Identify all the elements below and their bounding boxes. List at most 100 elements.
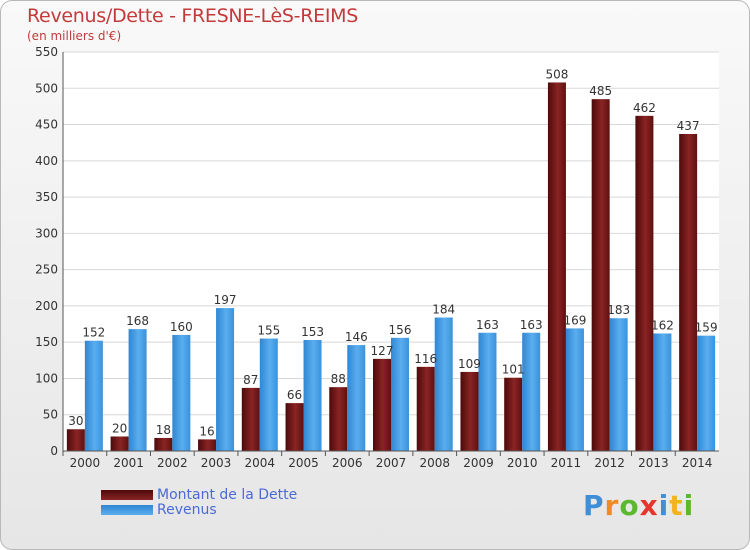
legend-label-revenue: Revenus xyxy=(157,501,217,518)
bar-revenue xyxy=(522,332,541,451)
bar-debt xyxy=(635,115,654,451)
x-tick-label: 2007 xyxy=(376,456,407,470)
bar-debt xyxy=(241,387,260,451)
bar-debt xyxy=(373,358,391,451)
data-label-debt: 30 xyxy=(68,414,83,428)
logo-letter: o xyxy=(619,489,640,522)
y-tick-label: 250 xyxy=(35,263,58,277)
data-label-revenue: 156 xyxy=(389,323,412,337)
bar-revenue xyxy=(434,317,453,451)
x-tick-label: 2012 xyxy=(594,456,625,470)
x-tick-label: 2005 xyxy=(288,456,319,470)
data-label-debt: 20 xyxy=(112,421,127,435)
bar-revenue xyxy=(303,340,322,451)
bar-debt xyxy=(460,371,479,451)
x-tick-label: 2000 xyxy=(70,456,101,470)
data-label-debt: 508 xyxy=(545,67,568,81)
y-tick-label: 350 xyxy=(35,190,58,204)
x-tick-label: 2009 xyxy=(463,456,494,470)
data-label-revenue: 183 xyxy=(607,303,630,317)
x-tick-label: 2010 xyxy=(507,456,538,470)
data-label-revenue: 163 xyxy=(476,318,499,332)
data-label-revenue: 162 xyxy=(651,318,674,332)
x-tick-label: 2011 xyxy=(551,456,582,470)
bar-revenue xyxy=(172,334,191,451)
y-tick-label: 400 xyxy=(35,154,58,168)
data-label-revenue: 153 xyxy=(301,325,324,339)
data-label-debt: 116 xyxy=(414,352,437,366)
bar-revenue xyxy=(216,308,235,451)
legend-swatch-debt xyxy=(101,489,153,500)
bar-revenue xyxy=(259,338,278,451)
chart-subtitle: (en milliers d'€) xyxy=(27,29,122,43)
bar-debt xyxy=(416,366,435,451)
data-label-debt: 127 xyxy=(371,344,394,358)
logo-letter: r xyxy=(604,489,620,522)
data-label-revenue: 159 xyxy=(695,321,718,335)
data-label-debt: 87 xyxy=(243,373,258,387)
proxiti-logo: Proxiti xyxy=(583,489,694,522)
x-tick-label: 2014 xyxy=(682,456,713,470)
x-tick-label: 2004 xyxy=(245,456,276,470)
legend-item-revenue: Revenus xyxy=(101,501,297,518)
bar-revenue xyxy=(128,329,147,451)
data-label-revenue: 169 xyxy=(563,313,586,327)
data-label-revenue: 184 xyxy=(432,303,455,317)
data-label-debt: 109 xyxy=(458,357,481,371)
x-tick-label: 2003 xyxy=(201,456,232,470)
logo-letter: P xyxy=(583,489,605,522)
data-label-revenue: 152 xyxy=(82,326,105,340)
bar-debt xyxy=(110,436,129,451)
data-label-revenue: 197 xyxy=(214,293,237,307)
data-label-debt: 101 xyxy=(502,363,525,377)
bar-debt xyxy=(504,377,523,451)
bar-debt xyxy=(66,429,85,451)
logo-letter: x xyxy=(639,489,659,522)
y-tick-label: 50 xyxy=(43,408,58,422)
y-tick-label: 450 xyxy=(35,118,58,132)
x-tick-label: 2006 xyxy=(332,456,363,470)
x-tick-label: 2001 xyxy=(113,456,144,470)
data-label-debt: 66 xyxy=(287,388,302,402)
bar-revenue xyxy=(609,318,628,451)
legend: Montant de la Dette Revenus xyxy=(101,486,298,518)
data-label-revenue: 146 xyxy=(345,330,368,344)
bar-revenue xyxy=(391,337,409,451)
logo-letter: i xyxy=(658,489,670,522)
chart-title: Revenus/Dette - FRESNE-LèS-REIMS xyxy=(27,5,358,27)
data-label-debt: 437 xyxy=(677,119,700,133)
y-tick-label: 500 xyxy=(35,81,58,95)
bar-revenue xyxy=(697,335,716,451)
y-tick-label: 0 xyxy=(50,444,58,458)
bar-revenue xyxy=(478,332,497,451)
bar-debt xyxy=(329,387,348,451)
bar-debt xyxy=(285,403,304,451)
x-tick-label: 2013 xyxy=(638,456,669,470)
bar-debt xyxy=(154,437,173,451)
data-label-debt: 88 xyxy=(331,372,346,386)
bar-debt xyxy=(198,439,217,451)
bar-revenue xyxy=(653,333,672,451)
bar-debt xyxy=(591,99,610,452)
bar-revenue xyxy=(347,345,366,451)
data-label-revenue: 155 xyxy=(257,324,280,338)
data-label-revenue: 163 xyxy=(520,318,543,332)
legend-item-debt: Montant de la Dette xyxy=(101,486,298,503)
legend-label-debt: Montant de la Dette xyxy=(157,486,298,503)
y-tick-label: 200 xyxy=(35,299,58,313)
data-label-revenue: 160 xyxy=(170,320,193,334)
y-tick-label: 300 xyxy=(35,226,58,240)
data-label-revenue: 168 xyxy=(126,314,149,328)
legend-swatch-revenue xyxy=(101,504,153,515)
logo-letter: i xyxy=(683,489,695,522)
y-tick-label: 150 xyxy=(35,335,58,349)
logo-letter: t xyxy=(669,489,684,522)
y-tick-label: 100 xyxy=(35,371,58,385)
data-label-debt: 18 xyxy=(156,423,171,437)
data-label-debt: 462 xyxy=(633,101,656,115)
x-tick-label: 2008 xyxy=(419,456,450,470)
x-tick-label: 2002 xyxy=(157,456,188,470)
bar-debt xyxy=(679,133,698,451)
